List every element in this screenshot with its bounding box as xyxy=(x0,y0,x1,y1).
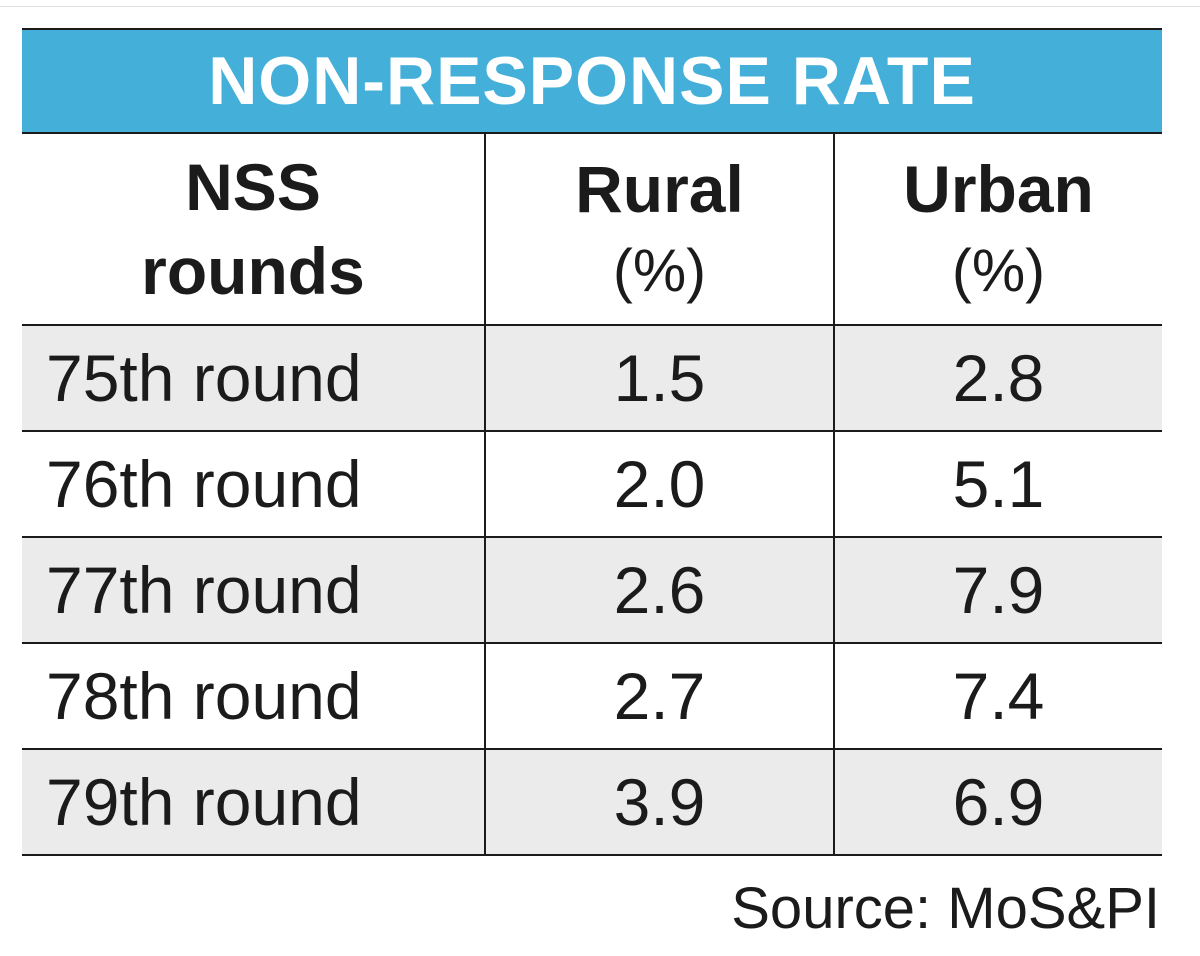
header-nss-rounds: NSS rounds xyxy=(22,134,486,326)
header-rural-unit: (%) xyxy=(612,237,707,304)
table-title: NON-RESPONSE RATE xyxy=(208,43,976,119)
source-note: Source: MoS&PI xyxy=(731,876,1160,941)
rural-value-cell: 2.0 xyxy=(485,431,835,538)
round-cell: 76th round xyxy=(22,431,486,538)
header-urban-unit: (%) xyxy=(951,237,1046,304)
urban-value-cell: 7.9 xyxy=(834,537,1162,644)
non-response-table: NSS rounds Rural (%) Urban (%) 75th roun… xyxy=(22,134,1162,856)
header-nss-rounds-line2: rounds xyxy=(141,234,365,308)
round-cell: 77th round xyxy=(22,537,486,644)
table-row: 75th round 1.5 2.8 xyxy=(22,325,1162,432)
table-row: 78th round 2.7 7.4 xyxy=(22,643,1162,750)
title-banner: NON-RESPONSE RATE xyxy=(22,28,1162,134)
urban-value-cell: 5.1 xyxy=(834,431,1162,538)
urban-value-cell: 7.4 xyxy=(834,643,1162,750)
header-urban: Urban (%) xyxy=(834,134,1162,326)
round-cell: 79th round xyxy=(22,749,486,856)
header-rural-label: Rural xyxy=(575,152,744,226)
top-divider xyxy=(0,6,1200,7)
rural-value-cell: 2.6 xyxy=(485,537,835,644)
rural-value-cell: 2.7 xyxy=(485,643,835,750)
table-row: 79th round 3.9 6.9 xyxy=(22,749,1162,856)
header-urban-label: Urban xyxy=(903,152,1094,226)
round-cell: 78th round xyxy=(22,643,486,750)
table-row: 77th round 2.6 7.9 xyxy=(22,537,1162,644)
header-nss-rounds-line1: NSS xyxy=(185,150,321,224)
table-row: 76th round 2.0 5.1 xyxy=(22,431,1162,538)
header-rural: Rural (%) xyxy=(485,134,835,326)
header-row: NSS rounds Rural (%) Urban (%) xyxy=(22,134,1162,326)
data-table-figure: NON-RESPONSE RATE NSS rounds Rural (%) U… xyxy=(22,28,1162,856)
urban-value-cell: 6.9 xyxy=(834,749,1162,856)
round-cell: 75th round xyxy=(22,325,486,432)
rural-value-cell: 3.9 xyxy=(485,749,835,856)
rural-value-cell: 1.5 xyxy=(485,325,835,432)
urban-value-cell: 2.8 xyxy=(834,325,1162,432)
